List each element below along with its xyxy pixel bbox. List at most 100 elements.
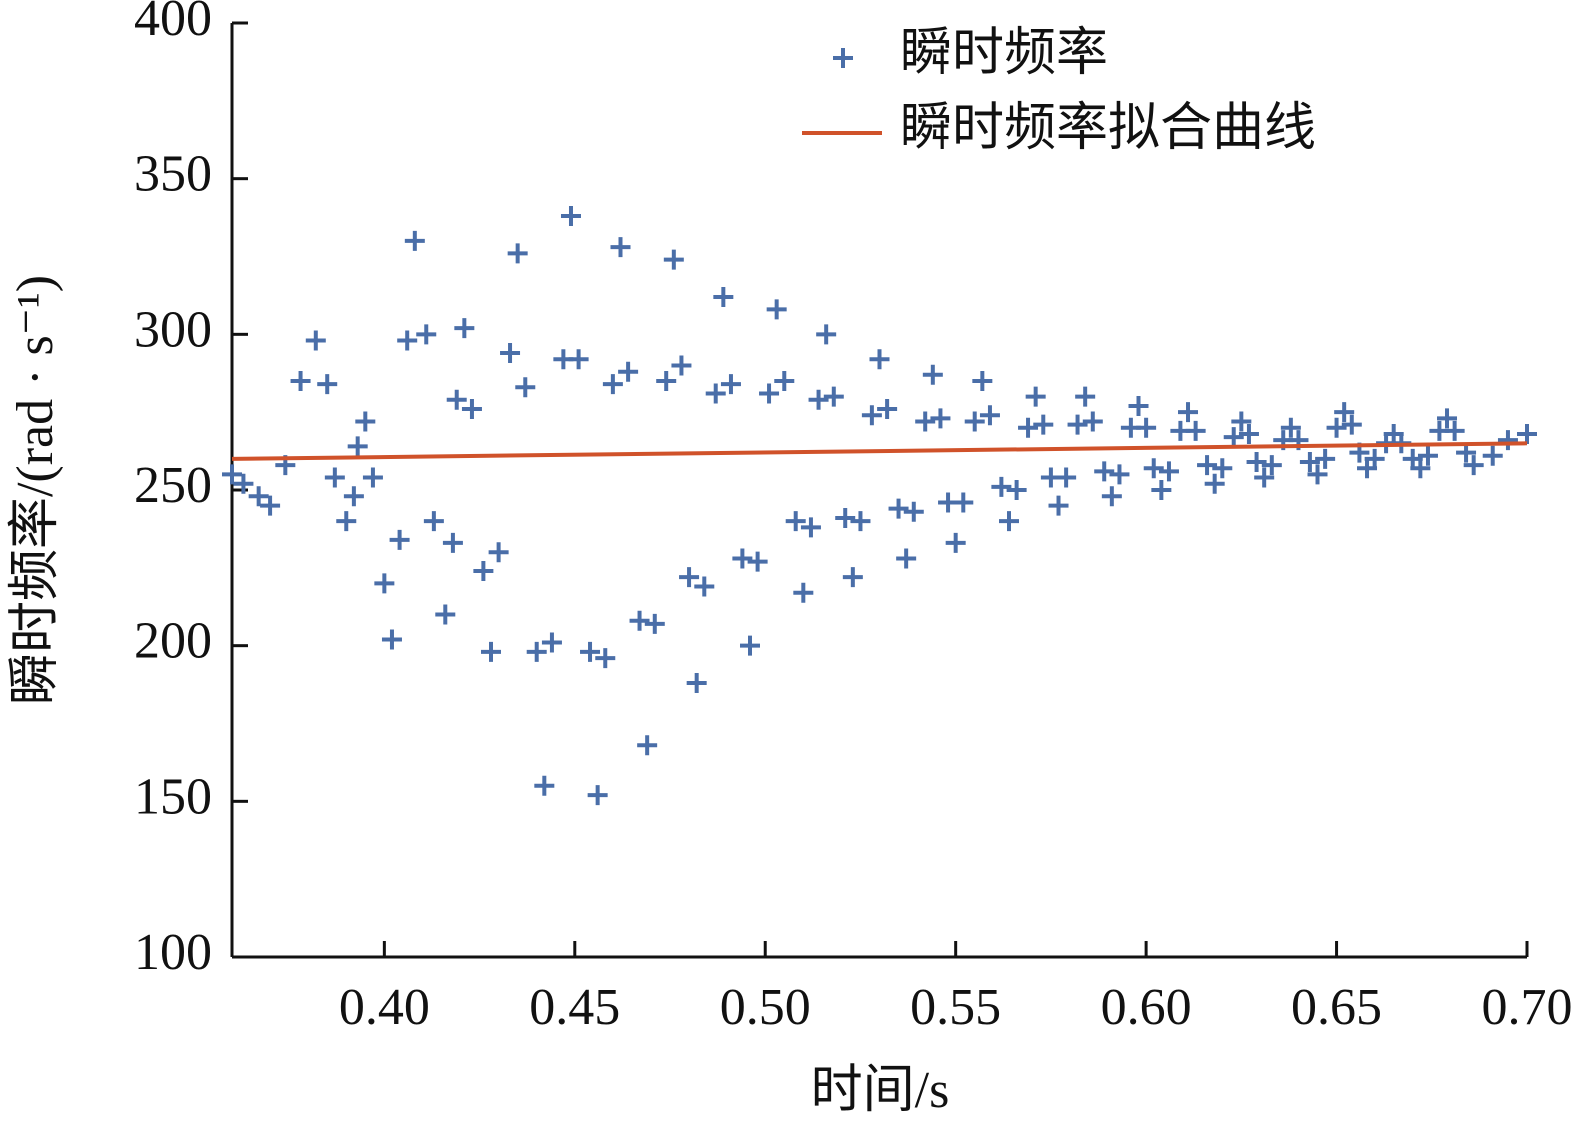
point xyxy=(1410,458,1431,479)
fit-line xyxy=(231,441,1528,461)
point xyxy=(1075,386,1096,407)
point xyxy=(442,532,463,553)
point xyxy=(1033,414,1054,435)
point xyxy=(515,377,536,398)
point xyxy=(1048,495,1069,516)
point xyxy=(1238,423,1259,444)
point xyxy=(355,411,376,432)
point xyxy=(877,399,898,420)
point xyxy=(991,476,1012,497)
point xyxy=(945,532,966,553)
point xyxy=(1056,467,1077,488)
x-tick-label: 0.65 xyxy=(1291,979,1382,1036)
point xyxy=(595,648,616,669)
x-tick-label: 0.70 xyxy=(1482,979,1573,1036)
y-tick-label: 200 xyxy=(134,613,212,670)
point xyxy=(473,560,494,581)
point xyxy=(1101,486,1122,507)
point xyxy=(336,511,357,532)
point xyxy=(454,318,475,339)
point xyxy=(488,542,509,563)
point xyxy=(1143,458,1164,479)
point xyxy=(1299,451,1320,472)
point xyxy=(397,330,418,351)
legend-marker xyxy=(833,48,853,68)
point xyxy=(800,517,821,538)
point xyxy=(896,548,917,569)
point xyxy=(1444,420,1465,441)
point xyxy=(1094,461,1115,482)
point xyxy=(222,464,242,485)
point xyxy=(1364,448,1385,469)
point xyxy=(979,405,1000,426)
point xyxy=(999,511,1019,532)
point xyxy=(930,408,951,429)
point xyxy=(1482,445,1503,466)
point xyxy=(435,604,456,625)
point xyxy=(1018,417,1039,438)
point xyxy=(374,573,395,594)
point xyxy=(808,389,829,410)
point xyxy=(1517,423,1537,444)
point xyxy=(1109,464,1130,485)
point xyxy=(1006,480,1027,500)
point xyxy=(850,511,871,532)
point xyxy=(732,548,753,569)
point xyxy=(389,529,410,550)
point xyxy=(1197,455,1218,476)
point xyxy=(416,324,437,345)
point xyxy=(1158,461,1179,482)
point xyxy=(587,785,608,806)
point xyxy=(404,230,425,251)
point xyxy=(1437,408,1458,429)
point xyxy=(816,324,837,345)
point xyxy=(1341,414,1362,435)
x-tick-label: 0.40 xyxy=(339,979,430,1036)
point xyxy=(766,299,787,320)
point xyxy=(1315,448,1336,469)
y-tick-label: 100 xyxy=(134,924,212,981)
y-tick-label: 250 xyxy=(134,457,212,514)
point xyxy=(526,641,547,662)
point xyxy=(679,567,700,588)
point xyxy=(602,374,623,395)
point xyxy=(637,735,658,756)
x-tick-label: 0.50 xyxy=(720,979,811,1036)
point xyxy=(1497,430,1518,451)
x-axis-label: 时间/s xyxy=(811,1062,950,1119)
point xyxy=(686,673,707,694)
point xyxy=(922,364,943,385)
point xyxy=(644,613,665,634)
point xyxy=(541,632,562,653)
point xyxy=(534,775,555,796)
y-axis-label: 瞬时频率/(rad · s⁻¹) xyxy=(7,275,64,705)
point xyxy=(671,355,692,376)
point xyxy=(1334,402,1355,423)
y-tick-label: 300 xyxy=(134,301,212,358)
point xyxy=(1082,411,1103,432)
point xyxy=(481,641,501,662)
point xyxy=(964,411,985,432)
point xyxy=(953,492,974,513)
point xyxy=(629,610,650,631)
point xyxy=(1204,473,1225,494)
legend-label: 瞬时频率 xyxy=(900,25,1108,82)
point xyxy=(1025,386,1046,407)
point xyxy=(580,641,601,662)
point xyxy=(720,374,741,395)
point xyxy=(694,576,715,597)
point xyxy=(972,371,993,392)
point xyxy=(759,383,780,404)
point xyxy=(1280,417,1301,438)
point xyxy=(713,286,734,307)
point xyxy=(1178,402,1199,423)
point xyxy=(1261,455,1282,476)
point xyxy=(835,508,856,529)
point xyxy=(785,511,806,532)
point xyxy=(705,383,726,404)
point xyxy=(1417,445,1438,466)
point xyxy=(347,436,368,457)
point xyxy=(740,635,760,656)
